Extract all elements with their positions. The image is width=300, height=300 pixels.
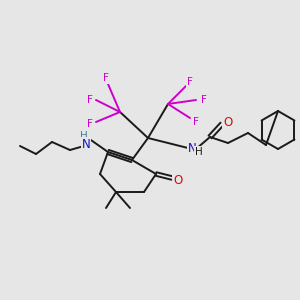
Text: O: O — [224, 116, 232, 128]
Text: N: N — [188, 142, 196, 154]
Text: N: N — [82, 137, 90, 151]
Text: F: F — [193, 117, 199, 127]
Text: F: F — [87, 119, 93, 129]
Text: H: H — [195, 147, 203, 157]
Text: F: F — [201, 95, 207, 105]
Text: O: O — [173, 173, 183, 187]
Text: F: F — [187, 77, 193, 87]
Text: H: H — [80, 131, 88, 141]
Text: F: F — [103, 73, 109, 83]
Text: F: F — [87, 95, 93, 105]
